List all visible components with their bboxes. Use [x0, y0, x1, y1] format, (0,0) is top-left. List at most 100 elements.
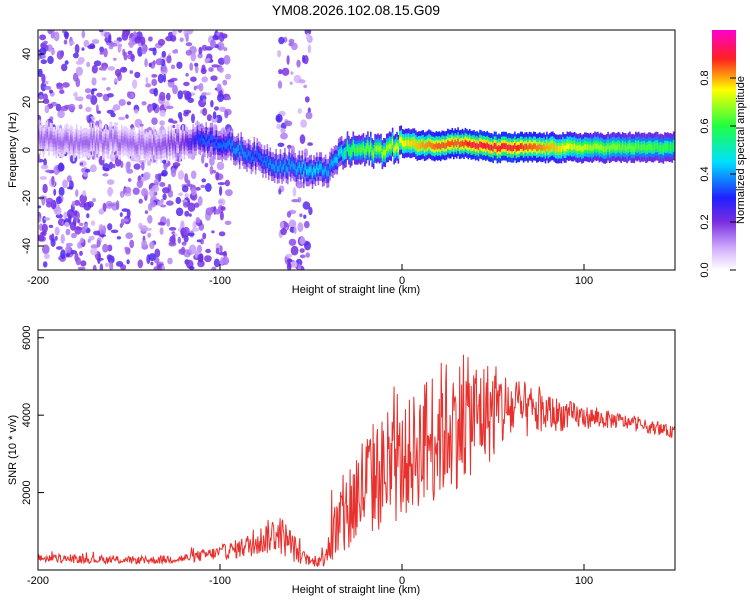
spectrogram-noise-blob	[127, 50, 133, 55]
spectrogram-noise-blob	[290, 245, 299, 256]
spectrogram-ridge-segment	[566, 143, 569, 149]
spectrogram-ridge-segment	[503, 143, 506, 149]
spectrogram-ridge-segment	[84, 139, 87, 146]
spectrogram-ridge-segment	[453, 142, 455, 148]
spectrogram-noise-blob	[222, 79, 228, 86]
spectrogram-ridge-segment	[482, 143, 484, 149]
spectrogram-ridge-segment	[185, 137, 187, 143]
snr-x-tick-label: -200	[27, 575, 49, 587]
spectrogram-y-tick-label: -20	[21, 190, 33, 206]
spectrogram-noise-blob	[93, 60, 102, 67]
spectrogram-noise-blob	[102, 66, 107, 71]
spectrogram-ridge-segment	[142, 141, 145, 148]
spectrogram-ridge-segment	[471, 142, 474, 148]
spectrogram-ridge-segment	[74, 140, 76, 147]
spectrogram-noise-blob	[291, 42, 298, 51]
spectrogram-noise-blob	[80, 260, 87, 267]
spectrogram-ridge-segment	[578, 145, 580, 151]
spectrogram-ridge-segment	[339, 148, 341, 155]
spectrogram-noise-blob	[277, 142, 285, 147]
spectrogram-ridge-segment	[195, 138, 197, 144]
spectrogram-ridge-segment	[637, 143, 640, 149]
spectrogram-ridge-segment	[39, 137, 42, 144]
spectrogram-ridge-segment	[403, 141, 406, 147]
spectrogram-ridge-segment	[549, 144, 551, 151]
spectrogram-ridge-segment	[99, 134, 101, 140]
spectrogram-ridge-segment	[55, 141, 58, 147]
spectrogram-noise-blob	[150, 261, 154, 266]
spectrogram-ridge-segment	[351, 148, 353, 155]
spectrogram-noise-blob	[275, 113, 283, 123]
snr-x-tick-label: -100	[209, 575, 231, 587]
spectrogram-noise-blob	[163, 73, 166, 83]
spectrogram-noise-blob	[177, 30, 183, 33]
spectrogram-noise-blob	[214, 209, 221, 215]
spectrogram-ridge-segment	[217, 142, 219, 149]
spectrogram-ridge-segment	[253, 148, 256, 155]
spectrogram-ridge-segment	[388, 142, 391, 149]
spectrogram-noise-blob	[161, 169, 168, 177]
spectrogram-ridge-segment	[517, 144, 519, 151]
spectrogram-ridge-segment	[530, 143, 532, 150]
spectrogram-ridge-segment	[204, 139, 206, 146]
spectrogram-noise-blob	[286, 211, 292, 218]
spectrogram-ridge-segment	[617, 143, 620, 150]
spectrogram-noise-blob	[75, 77, 81, 88]
spectrogram-noise-blob	[195, 217, 201, 223]
spectrogram-ridge-segment	[418, 142, 420, 149]
spectrogram-noise-blob	[276, 123, 282, 130]
spectrogram-ridge-segment	[298, 162, 301, 168]
colorbar-label: Normalized spectral amplitude	[735, 76, 747, 224]
spectrogram-ridge-segment	[42, 139, 44, 146]
spectrogram-ridge-segment	[262, 160, 264, 167]
spectrogram-ridge-segment	[169, 143, 171, 149]
spectrogram-ridge-segment	[354, 147, 356, 153]
spectrogram-noise-blob	[106, 254, 112, 261]
spectrogram-ridge-segment	[349, 150, 352, 157]
spectrogram-ridge-segment	[569, 143, 571, 149]
spectrogram-noise-blob	[168, 227, 177, 231]
spectrogram-ridge-segment	[669, 144, 672, 151]
spectrogram-ridge-segment	[119, 142, 122, 149]
spectrogram-ridge-segment	[524, 144, 526, 150]
spectrogram-ridge-segment	[487, 143, 490, 150]
spectrogram-ridge-segment	[167, 137, 170, 144]
spectrogram-noise-blob	[38, 55, 41, 61]
spectrogram-ridge-segment	[498, 145, 500, 151]
spectrogram-noise-blob	[304, 241, 311, 251]
spectrogram-ridge-segment	[301, 161, 304, 168]
spectrogram-noise-blob	[218, 89, 223, 98]
spectrogram-noise-blob	[106, 87, 111, 91]
spectrogram-ridge-segment	[310, 166, 312, 173]
spectrogram-ridge-segment	[343, 150, 346, 157]
colorbar: 0.0 0.2 0.4 0.6 0.8 Normalized spectral ampl…	[699, 30, 747, 278]
spectrogram-ridge-segment	[45, 133, 47, 140]
spectrogram-ridge-segment	[122, 139, 124, 145]
spectrogram-noise-blob	[197, 196, 203, 206]
spectrogram-noise-blob	[77, 241, 82, 249]
spectrogram-ridge-segment	[158, 142, 161, 148]
spectrogram-noise-blob	[148, 62, 152, 68]
spectrogram-noise-blob	[65, 228, 71, 236]
spectrogram-ridge-segment	[237, 145, 240, 151]
spectrogram-x-ticks: -200 -100 0 100	[27, 264, 593, 287]
spectrogram-ridge-segment	[321, 169, 324, 176]
spectrogram-noise-blob	[92, 264, 97, 270]
spectrogram-ridge-segment	[643, 144, 646, 150]
spectrogram-ridge-segment	[362, 144, 365, 151]
spectrogram-noise-blob	[156, 200, 164, 206]
spectrogram-ridge-segment	[282, 164, 285, 170]
spectrogram-noise-blob	[59, 89, 65, 95]
spectrogram-ridge-segment	[483, 142, 486, 149]
spectrogram-ridge-segment	[640, 144, 643, 151]
spectrogram-ridge-segment	[80, 137, 82, 144]
spectrogram-ridge-segment	[425, 143, 427, 149]
spectrogram-noise-blob	[190, 76, 197, 82]
spectrogram-ridge-segment	[231, 140, 234, 146]
spectrogram-ridge-segment	[211, 134, 213, 140]
spectrogram-ridge-segment	[502, 143, 505, 149]
spectrogram-noise-blob	[56, 86, 64, 90]
spectrogram-noise-blob	[56, 50, 64, 60]
spectrogram-noise-blob	[109, 261, 114, 270]
spectrogram-ridge-segment	[451, 139, 454, 146]
